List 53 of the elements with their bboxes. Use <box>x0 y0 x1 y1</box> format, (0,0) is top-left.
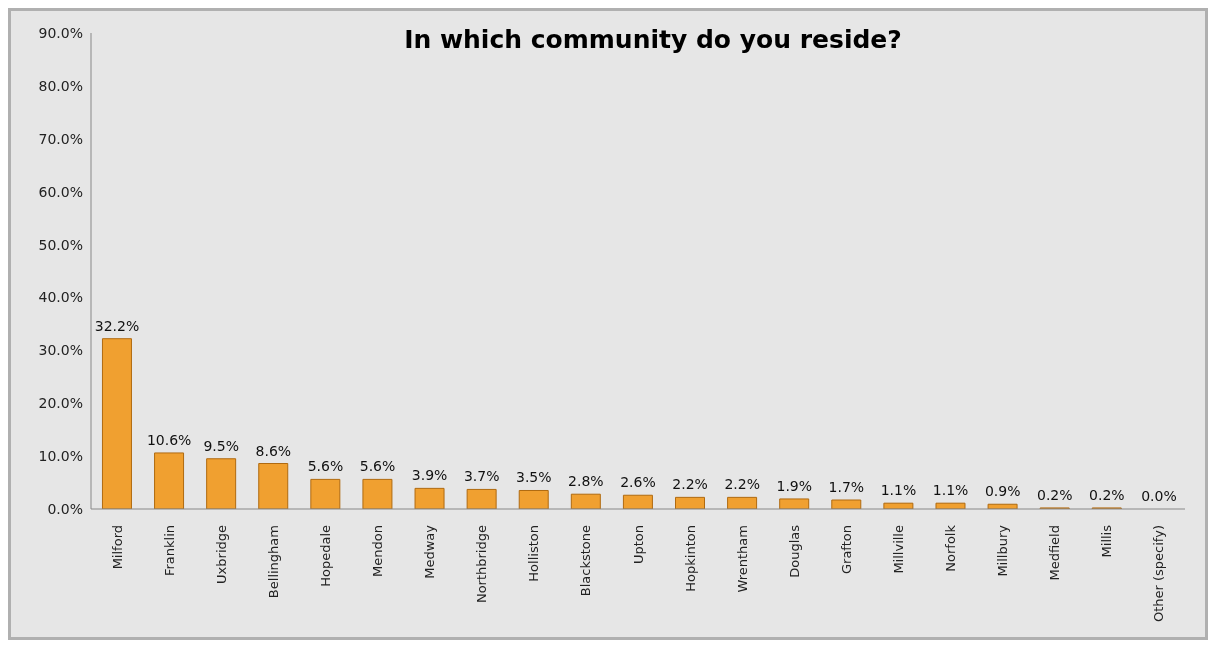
y-tick-label: 60.0% <box>38 183 83 200</box>
data-label: 0.2% <box>1089 486 1125 503</box>
data-label: 0.9% <box>984 483 1021 500</box>
data-label: 3.5% <box>516 469 552 486</box>
y-tick-label: 30.0% <box>38 342 83 359</box>
data-label: 1.1% <box>932 482 969 499</box>
x-tick-label: Medfield <box>1047 525 1063 581</box>
data-label: 3.7% <box>463 468 500 485</box>
y-tick-label: 80.0% <box>38 77 83 94</box>
x-tick-label: Hopedale <box>317 525 333 587</box>
data-label: 3.9% <box>411 467 448 484</box>
data-label: 2.2% <box>724 476 760 493</box>
x-tick-label: Hopkinton <box>682 525 698 592</box>
x-tick-label: Mendon <box>370 525 386 577</box>
x-tick-label: Norfolk <box>943 524 959 572</box>
x-tick-label: Other (specify) <box>1151 525 1167 623</box>
x-tick-label: Bellingham <box>265 525 281 599</box>
data-label: 2.6% <box>620 474 656 491</box>
data-label: 2.8% <box>568 473 604 490</box>
data-label: 5.6% <box>307 458 344 475</box>
data-label: 32.2% <box>94 317 140 334</box>
x-tick-label: Upton <box>630 525 646 565</box>
y-tick-label: 70.0% <box>38 130 83 147</box>
chart-title: In which community do you reside? <box>404 25 902 54</box>
data-label: 1.1% <box>880 482 917 499</box>
data-label: 1.9% <box>776 477 813 494</box>
x-tick-label: Millis <box>1099 524 1115 558</box>
x-tick-label: Millbury <box>995 524 1011 577</box>
data-label: 2.2% <box>672 476 708 493</box>
data-label: 10.6% <box>146 431 192 448</box>
y-tick-label: 0.0% <box>47 500 83 517</box>
x-tick-label: Grafton <box>838 525 854 575</box>
y-tick-label: 90.0% <box>38 24 83 41</box>
x-tick-label: Uxbridge <box>213 525 229 584</box>
x-tick-label: Blackstone <box>578 525 594 597</box>
data-label: 5.6% <box>359 458 396 475</box>
data-label: 8.6% <box>255 442 292 459</box>
y-tick-label: 10.0% <box>38 448 83 465</box>
data-label: 9.5% <box>203 437 240 454</box>
x-tick-label: Millville <box>890 525 906 574</box>
x-tick-label: Medway <box>422 524 438 579</box>
x-tick-label: Wrentham <box>734 525 750 593</box>
y-tick-label: 20.0% <box>38 395 83 412</box>
data-label: 0.2% <box>1036 486 1073 503</box>
y-tick-label: 50.0% <box>38 236 83 253</box>
x-tick-label: Douglas <box>786 524 802 578</box>
x-tick-label: Franklin <box>161 525 177 577</box>
y-tick-label: 40.0% <box>38 289 83 306</box>
x-tick-label: Northbridge <box>474 525 490 604</box>
x-tick-label: Holliston <box>526 525 542 582</box>
data-label: 0.0% <box>1141 488 1177 504</box>
x-tick-label: Milford <box>109 525 125 570</box>
data-label: 1.7% <box>828 479 865 496</box>
